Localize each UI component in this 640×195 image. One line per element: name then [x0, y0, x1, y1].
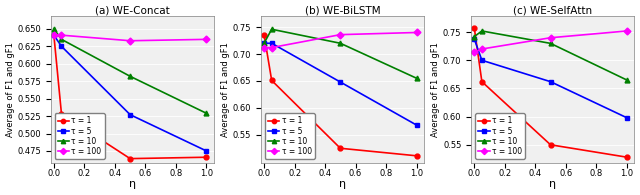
- τ = 100: [623, 30, 630, 32]
- Line: τ = 10: τ = 10: [51, 27, 209, 116]
- τ = 100: [337, 34, 344, 36]
- τ = 1: [268, 79, 275, 82]
- τ = 5: [413, 124, 420, 126]
- τ = 1: [623, 156, 630, 158]
- τ = 10: [126, 75, 134, 77]
- Title: (a) WE-Concat: (a) WE-Concat: [95, 5, 170, 16]
- Y-axis label: Average of F1 and gF1: Average of F1 and gF1: [6, 42, 15, 137]
- τ = 5: [58, 45, 65, 48]
- τ = 10: [58, 38, 65, 41]
- τ = 5: [203, 150, 211, 152]
- τ = 1: [50, 34, 58, 36]
- Line: τ = 100: τ = 100: [472, 28, 629, 55]
- Line: τ = 1: τ = 1: [51, 33, 209, 161]
- Title: (b) WE-BiLSTM: (b) WE-BiLSTM: [305, 5, 380, 16]
- Title: (c) WE-SelfAttn: (c) WE-SelfAttn: [513, 5, 593, 16]
- τ = 100: [547, 37, 554, 39]
- τ = 1: [547, 144, 554, 146]
- τ = 10: [260, 42, 268, 44]
- Line: τ = 100: τ = 100: [262, 30, 419, 50]
- Line: τ = 5: τ = 5: [51, 33, 209, 153]
- τ = 5: [337, 81, 344, 83]
- τ = 100: [58, 34, 65, 36]
- Line: τ = 5: τ = 5: [262, 41, 419, 128]
- τ = 5: [268, 42, 275, 44]
- Legend: τ = 1, τ = 5, τ = 10, τ = 100: τ = 1, τ = 5, τ = 10, τ = 100: [54, 113, 104, 159]
- Line: τ = 1: τ = 1: [472, 25, 629, 160]
- Line: τ = 1: τ = 1: [262, 32, 419, 158]
- τ = 10: [203, 112, 211, 114]
- Legend: τ = 1, τ = 5, τ = 10, τ = 100: τ = 1, τ = 5, τ = 10, τ = 100: [265, 113, 315, 159]
- τ = 100: [50, 34, 58, 36]
- τ = 100: [413, 31, 420, 34]
- Legend: τ = 1, τ = 5, τ = 10, τ = 100: τ = 1, τ = 5, τ = 10, τ = 100: [475, 113, 525, 159]
- X-axis label: η: η: [549, 179, 556, 190]
- τ = 10: [470, 35, 478, 38]
- τ = 10: [547, 42, 554, 44]
- τ = 1: [413, 155, 420, 157]
- τ = 5: [623, 117, 630, 119]
- τ = 5: [547, 81, 554, 83]
- τ = 10: [413, 77, 420, 79]
- Y-axis label: Average of F1 and gF1: Average of F1 and gF1: [431, 42, 440, 137]
- X-axis label: η: η: [129, 179, 136, 190]
- τ = 100: [268, 46, 275, 49]
- τ = 5: [50, 34, 58, 36]
- τ = 1: [126, 157, 134, 160]
- τ = 10: [337, 42, 344, 44]
- τ = 5: [478, 59, 486, 61]
- Line: τ = 10: τ = 10: [472, 28, 629, 82]
- τ = 1: [337, 147, 344, 149]
- τ = 100: [126, 40, 134, 42]
- τ = 1: [58, 113, 65, 115]
- Y-axis label: Average of F1 and gF1: Average of F1 and gF1: [221, 42, 230, 137]
- τ = 10: [50, 28, 58, 30]
- τ = 1: [203, 156, 211, 158]
- τ = 10: [478, 30, 486, 32]
- τ = 100: [470, 51, 478, 54]
- τ = 10: [268, 28, 275, 30]
- τ = 1: [260, 34, 268, 36]
- τ = 100: [203, 38, 211, 41]
- τ = 100: [260, 46, 268, 49]
- τ = 1: [478, 81, 486, 83]
- X-axis label: η: η: [339, 179, 346, 190]
- τ = 5: [126, 113, 134, 116]
- τ = 5: [260, 42, 268, 44]
- τ = 1: [470, 27, 478, 29]
- Line: τ = 100: τ = 100: [51, 33, 209, 43]
- τ = 10: [623, 79, 630, 81]
- τ = 5: [470, 38, 478, 40]
- Line: τ = 5: τ = 5: [472, 36, 629, 120]
- Line: τ = 10: τ = 10: [262, 27, 419, 81]
- τ = 100: [478, 48, 486, 50]
